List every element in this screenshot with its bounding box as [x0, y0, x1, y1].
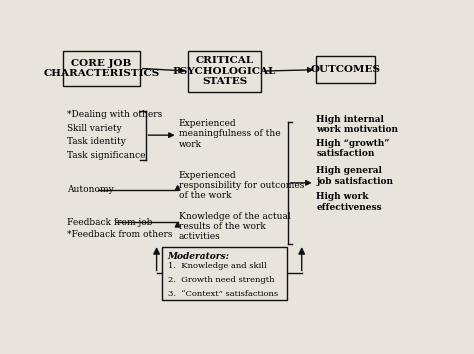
Text: High general
job satisfaction: High general job satisfaction — [316, 166, 393, 186]
Text: Knowledge of the actual
results of the work
activities: Knowledge of the actual results of the w… — [179, 212, 290, 241]
FancyBboxPatch shape — [316, 56, 375, 84]
Text: 3.  “Context” satisfactions: 3. “Context” satisfactions — [168, 290, 278, 298]
Text: High work
effectiveness: High work effectiveness — [316, 192, 382, 212]
Text: CRITICAL
PSYCHOLOGICAL
STATES: CRITICAL PSYCHOLOGICAL STATES — [173, 56, 276, 86]
Text: Feedback from job: Feedback from job — [66, 218, 152, 227]
Text: Moderators:: Moderators: — [168, 252, 229, 261]
Text: *Feedback from others: *Feedback from others — [66, 230, 172, 239]
Text: High internal
work motivation: High internal work motivation — [316, 115, 398, 134]
FancyBboxPatch shape — [188, 51, 261, 92]
Text: Task identity: Task identity — [66, 137, 126, 147]
Text: OUTCOMES: OUTCOMES — [311, 65, 381, 74]
Text: *Dealing with others: *Dealing with others — [66, 110, 162, 119]
Text: Skill variety: Skill variety — [66, 124, 121, 133]
FancyBboxPatch shape — [63, 51, 140, 86]
Text: CORE JOB
CHARACTERISTICS: CORE JOB CHARACTERISTICS — [43, 59, 160, 78]
Text: Autonomy: Autonomy — [66, 185, 113, 194]
Text: High “growth”
satisfaction: High “growth” satisfaction — [316, 139, 390, 159]
FancyBboxPatch shape — [162, 247, 287, 300]
Text: 2.  Growth need strength: 2. Growth need strength — [168, 276, 274, 284]
Text: 1.  Knowledge and skill: 1. Knowledge and skill — [168, 262, 266, 270]
Text: Task significance: Task significance — [66, 151, 145, 160]
Text: Experienced
responsibility for outcomes
of the work: Experienced responsibility for outcomes … — [179, 171, 304, 200]
Text: Experienced
meaningfulness of the
work: Experienced meaningfulness of the work — [179, 119, 280, 149]
